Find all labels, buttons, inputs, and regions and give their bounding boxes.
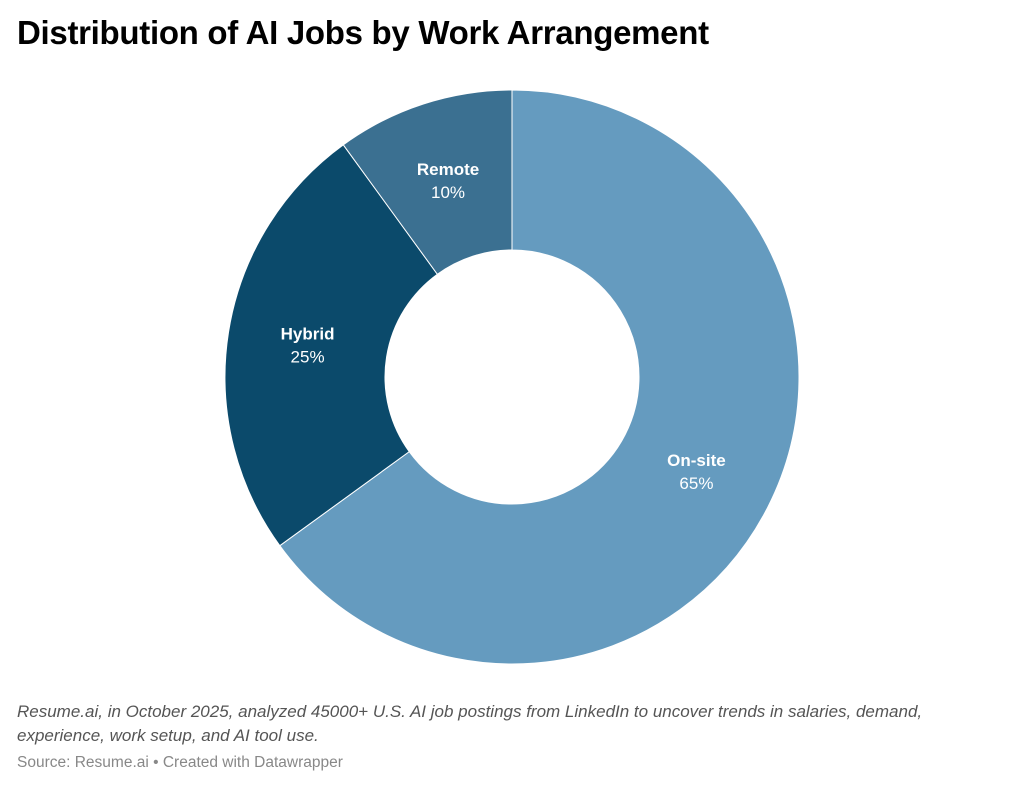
- donut-slice-remote: [342, 89, 513, 275]
- donut-slice-hybrid: [224, 144, 439, 547]
- slice-value-label: 25%: [291, 348, 325, 367]
- chart-notes: Resume.ai, in October 2025, analyzed 450…: [17, 702, 923, 745]
- slice-label: On-site: [667, 451, 726, 470]
- slice-label: Hybrid: [281, 325, 335, 344]
- chart-source: Source: Resume.ai • Created with Datawra…: [17, 754, 343, 771]
- chart-title: Distribution of AI Jobs by Work Arrangem…: [17, 14, 709, 51]
- donut-slice-on-site: [279, 89, 800, 665]
- slice-label: Remote: [417, 160, 479, 179]
- slice-value-label: 10%: [431, 183, 465, 202]
- slice-value-label: 65%: [679, 474, 713, 493]
